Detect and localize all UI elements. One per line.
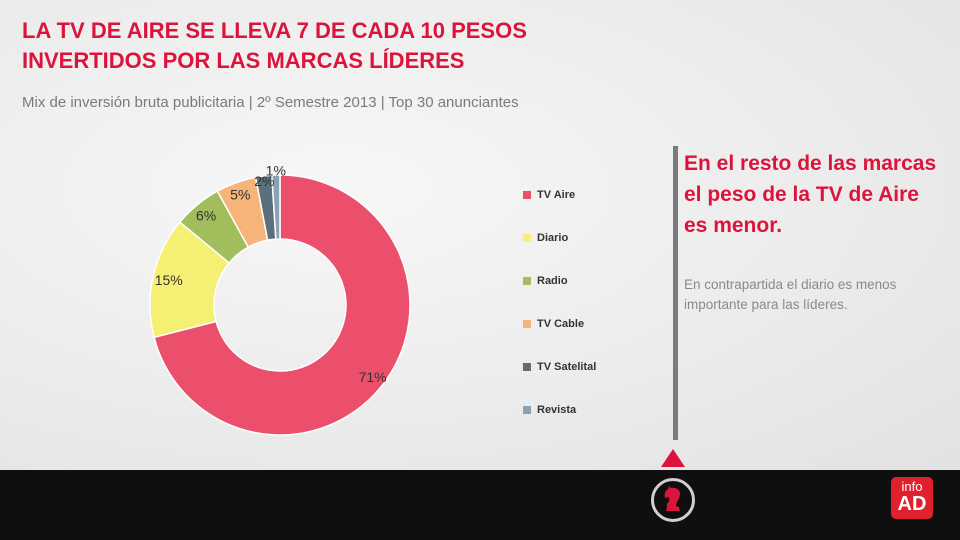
chess-knight-icon[interactable] bbox=[651, 478, 695, 522]
legend-item-diario: Diario bbox=[523, 231, 596, 245]
legend-label: Diario bbox=[537, 232, 569, 244]
chart-data-labels: 71% 15% 6% 5%2%1% bbox=[155, 165, 387, 385]
legend-label: Revista bbox=[537, 404, 577, 416]
legend-swatch bbox=[523, 277, 531, 285]
legend-swatch bbox=[523, 406, 531, 414]
legend-item-tv-cable: TV Cable bbox=[523, 317, 596, 331]
logo-text-bottom: AD bbox=[897, 493, 927, 515]
page-subtitle: Mix de inversión bruta publicitaria | 2º… bbox=[22, 94, 519, 111]
data-label-diario: 15% bbox=[155, 272, 183, 288]
legend-label: TV Satelital bbox=[537, 361, 597, 373]
legend-swatch bbox=[523, 234, 531, 242]
data-label-tv-satelital: 2% bbox=[254, 173, 274, 189]
data-label-revista: 1% bbox=[266, 165, 286, 179]
slide-background bbox=[0, 0, 960, 470]
donut-chart: 71% 15% 6% 5%2%1% bbox=[149, 165, 411, 436]
legend-item-radio: Radio bbox=[523, 274, 596, 288]
up-arrow-icon bbox=[661, 449, 685, 467]
legend-item-revista: Revista bbox=[523, 403, 596, 417]
divider-line bbox=[673, 146, 678, 440]
legend-item-tv-aire: TV Aire bbox=[523, 188, 596, 202]
legend-swatch bbox=[523, 320, 531, 328]
knight-glyph bbox=[664, 486, 680, 511]
footer-bar bbox=[0, 470, 960, 540]
page-title: LA TV DE AIRE SE LLEVA 7 DE CADA 10 PESO… bbox=[22, 16, 622, 76]
chart-legend: TV Aire Diario Radio TV Cable TV Satelital Re… bbox=[523, 188, 596, 446]
callout-body: En contrapartida el diario es menos impo… bbox=[684, 277, 897, 312]
data-label-tv-aire: 71% bbox=[359, 369, 387, 385]
slice-tv-aire bbox=[153, 174, 411, 436]
legend-swatch bbox=[523, 191, 531, 199]
title-line-1: LA TV DE AIRE SE LLEVA 7 DE CADA 10 PESO… bbox=[22, 18, 527, 43]
logo-text-top: info bbox=[901, 479, 923, 494]
legend-item-tv-satelital: TV Satelital bbox=[523, 360, 596, 374]
legend-swatch bbox=[523, 363, 531, 371]
legend-label: Radio bbox=[537, 275, 568, 287]
infoad-logo[interactable]: info AD bbox=[891, 477, 933, 519]
legend-label: TV Aire bbox=[537, 189, 576, 201]
data-label-radio: 6% bbox=[196, 208, 216, 224]
legend-label: TV Cable bbox=[537, 318, 585, 330]
callout-heading: En el resto de las marcas el peso de la … bbox=[684, 152, 937, 237]
title-line-2: INVERTIDOS POR LAS MARCAS LÍDERES bbox=[22, 48, 465, 73]
slice-revista bbox=[271, 174, 281, 240]
data-label-tv-cable: 5% bbox=[230, 187, 250, 203]
chart-slices bbox=[149, 174, 411, 436]
